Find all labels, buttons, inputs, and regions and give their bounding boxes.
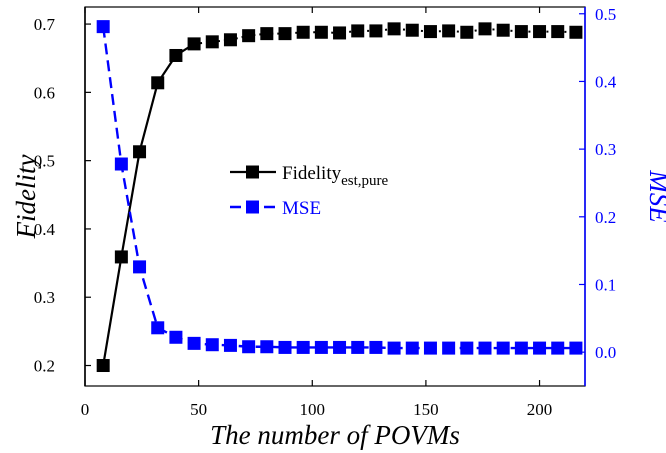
fidelity-point-3: [151, 76, 165, 90]
fidelity-point-0: [96, 359, 110, 373]
legend-label-fidelity: Fidelityest,pure: [282, 163, 389, 189]
mse-point-1: [114, 157, 128, 171]
mse-point-24: [533, 341, 547, 355]
legend-marker-mse: [246, 200, 259, 214]
mse-point-18: [423, 341, 437, 355]
right-y-tick-label-4: 0.4: [595, 72, 617, 91]
fidelity-point-23: [514, 25, 528, 39]
mse-point-23: [514, 341, 528, 355]
mse-point-0: [96, 20, 110, 34]
fidelity-point-12: [314, 25, 328, 39]
fidelity-point-14: [351, 24, 365, 38]
right-y-tick-label-3: 0.3: [595, 140, 616, 159]
x-axis-title: The number of POVMs: [210, 420, 460, 450]
mse-point-9: [260, 340, 274, 354]
mse-line: [101, 26, 576, 350]
right-y-tick-label-0: 0.0: [595, 343, 616, 362]
left-y-axis: 0.2 0.3 0.4 0.5 0.6 0.7: [34, 15, 91, 376]
mse-point-5: [187, 336, 201, 350]
left-y-tick-label-5: 0.7: [34, 15, 56, 34]
x-tick-label-4: 200: [527, 400, 553, 419]
fidelity-point-18: [423, 25, 437, 39]
fidelity-point-9: [260, 27, 274, 41]
mse-point-16: [387, 341, 401, 355]
mse-point-19: [442, 341, 456, 355]
fidelity-point-4: [169, 48, 183, 62]
mse-point-20: [460, 341, 474, 355]
mse-point-6: [205, 338, 219, 352]
x-tick-label-0: 0: [81, 400, 90, 419]
fidelity-point-8: [242, 29, 256, 43]
fidelity-point-7: [223, 33, 237, 47]
fidelity-point-6: [205, 35, 219, 49]
mse-point-4: [169, 330, 183, 344]
fidelity-point-16: [387, 22, 401, 36]
fidelity-point-2: [133, 145, 147, 159]
legend-label-fidelity-subscript: est,pure: [341, 173, 388, 189]
mse-point-21: [478, 341, 492, 355]
left-y-tick-label-4: 0.6: [34, 83, 55, 102]
mse-point-17: [405, 341, 419, 355]
fidelity-point-15: [369, 24, 383, 38]
mse-point-8: [242, 340, 256, 354]
fidelity-point-11: [296, 25, 310, 39]
left-y-tick-label-3: 0.5: [34, 152, 55, 171]
mse-point-11: [296, 340, 310, 354]
x-tick-label-1: 50: [190, 400, 207, 419]
fidelity-point-21: [478, 22, 492, 36]
mse-point-26: [569, 341, 583, 355]
legend-label-mse: MSE: [282, 198, 321, 219]
fidelity-point-24: [533, 25, 547, 39]
fidelity-point-5: [187, 37, 201, 51]
mse-point-15: [369, 340, 383, 354]
legend-label-fidelity-main: Fidelity: [282, 163, 342, 184]
fidelity-point-19: [442, 24, 456, 38]
mse-point-13: [333, 340, 347, 354]
legend-label-mse-main: MSE: [282, 198, 321, 219]
fidelity-point-22: [496, 23, 510, 37]
fidelity-point-13: [333, 26, 347, 40]
mse-point-10: [278, 340, 292, 354]
fidelity-line-solid: [102, 42, 195, 366]
mse-point-22: [496, 341, 510, 355]
mse-point-3: [151, 321, 165, 335]
right-y-tick-label-1: 0.1: [595, 275, 616, 294]
mse-point-2: [133, 260, 147, 274]
fidelity-point-1: [114, 250, 128, 264]
right-y-axis: 0.0 0.1 0.2 0.3 0.4 0.5: [579, 5, 617, 362]
left-y-axis-title: Fidelity: [11, 155, 41, 240]
left-y-tick-label-2: 0.4: [34, 220, 56, 239]
right-y-axis-title: MSE: [644, 169, 666, 223]
x-tick-label-2: 100: [300, 400, 326, 419]
mse-point-7: [223, 338, 237, 352]
x-tick-label-3: 150: [413, 400, 439, 419]
fidelity-line-dotted: [193, 27, 576, 45]
mse-point-12: [314, 340, 328, 354]
right-y-tick-label-5: 0.5: [595, 5, 616, 24]
fidelity-point-17: [405, 23, 419, 37]
left-y-tick-label-0: 0.2: [34, 357, 55, 376]
left-y-tick-label-1: 0.3: [34, 288, 55, 307]
fidelity-point-20: [460, 25, 474, 39]
fidelity-point-25: [551, 25, 565, 39]
legend: Fidelityest,pure MSE: [230, 163, 389, 219]
mse-point-14: [351, 340, 365, 354]
right-y-tick-label-2: 0.2: [595, 208, 616, 227]
fidelity-point-10: [278, 27, 292, 41]
fidelity-point-26: [569, 25, 583, 39]
mse-point-25: [551, 341, 565, 355]
legend-marker-fidelity: [246, 165, 259, 179]
series-layer: [96, 20, 583, 373]
x-axis: 0 50 100 150 200: [81, 7, 553, 419]
